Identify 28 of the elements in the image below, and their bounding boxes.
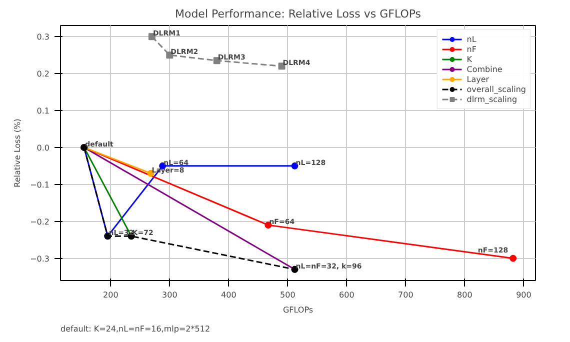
x-axis-title: GFLOPs — [282, 306, 314, 314]
y-tick-label: −0.3 — [30, 254, 50, 264]
x-tick-label: 600 — [339, 290, 354, 300]
legend-label: nF — [466, 44, 478, 54]
x-tick-label: 800 — [457, 290, 472, 300]
legend-label: Combine — [466, 64, 502, 74]
legend-label: dlrm_scaling — [466, 94, 518, 104]
legend-label: K — [466, 54, 473, 64]
y-tick-label: −0.2 — [30, 217, 50, 226]
chart-title: Model Performance: Relative Loss vs GFLOPs — [174, 8, 422, 20]
point — [510, 254, 517, 262]
legend-label: Layer — [466, 74, 490, 84]
y-tick-label: 0.0 — [36, 143, 50, 152]
legend-label: nL — [466, 34, 478, 44]
x-tick-label: 400 — [221, 290, 236, 300]
legend-label: overall_scaling — [466, 84, 526, 94]
text: default: K=24,nL=nF=16,mlp=2*512 — [60, 324, 210, 334]
x-tick-label: 700 — [398, 290, 414, 300]
x-tick-label: 500 — [280, 290, 296, 300]
y-tick-label: 0.2 — [36, 70, 50, 79]
y-tick-label: 0.3 — [36, 32, 50, 42]
y-tick-label: −0.1 — [30, 180, 50, 190]
point — [148, 33, 156, 40]
y-tick-label: 0.1 — [36, 106, 50, 116]
x-tick-label: 300 — [162, 290, 178, 300]
y-axis-title: Relative Loss (%) — [13, 118, 22, 188]
x-tick-label: 900 — [516, 290, 532, 300]
x-tick-label: 200 — [103, 290, 118, 300]
